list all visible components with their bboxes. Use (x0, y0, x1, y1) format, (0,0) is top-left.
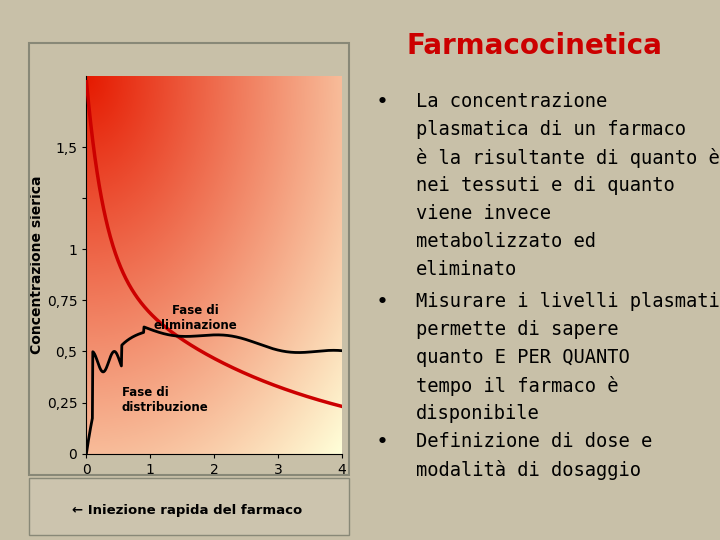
Text: •: • (375, 432, 388, 452)
Text: modalità di dosaggio: modalità di dosaggio (416, 460, 641, 480)
Text: quanto E PER QUANTO: quanto E PER QUANTO (416, 348, 630, 367)
Text: Definizione di dose e: Definizione di dose e (416, 432, 652, 451)
Y-axis label: Concentrazione sierica: Concentrazione sierica (30, 176, 44, 354)
Text: permette di sapere: permette di sapere (416, 320, 618, 339)
Bar (44, 497, 53, 518)
Text: La concentrazione: La concentrazione (416, 92, 607, 111)
Text: Fase di
eliminazione: Fase di eliminazione (153, 305, 237, 333)
Text: metabolizzato ed: metabolizzato ed (416, 232, 596, 251)
Text: •: • (375, 292, 388, 312)
Text: nei tessuti e di quanto: nei tessuti e di quanto (416, 176, 675, 195)
Text: disponibile: disponibile (416, 404, 540, 423)
Text: •: • (375, 92, 388, 112)
Text: tempo il farmaco è: tempo il farmaco è (416, 376, 618, 396)
Text: plasmatica di un farmaco: plasmatica di un farmaco (416, 120, 686, 139)
Text: viene invece: viene invece (416, 204, 551, 223)
Bar (48, 517, 50, 529)
Bar (42, 495, 56, 500)
Text: eliminato: eliminato (416, 260, 517, 279)
Text: è la risultante di quanto è: è la risultante di quanto è (416, 148, 720, 168)
Text: Farmacocinetica: Farmacocinetica (407, 32, 662, 60)
X-axis label: Tempo: Tempo (186, 482, 242, 497)
Text: Fase di
distribuzione: Fase di distribuzione (122, 386, 208, 414)
Text: ← Iniezione rapida del farmaco: ← Iniezione rapida del farmaco (72, 504, 302, 517)
Text: Misurare i livelli plasmatici: Misurare i livelli plasmatici (416, 292, 720, 310)
